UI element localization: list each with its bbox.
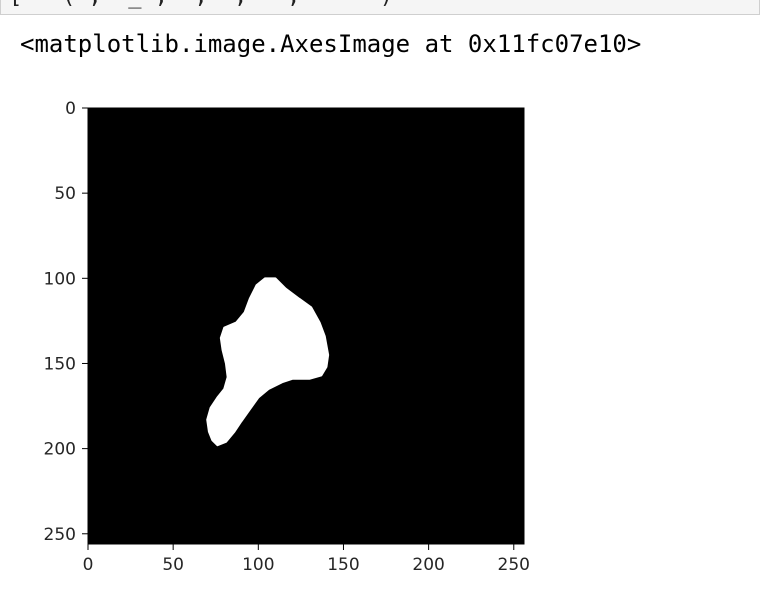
x-tick-label: 200 [412,555,444,575]
y-tick-label: 250 [44,525,76,545]
y-tick-label: 0 [65,99,76,119]
y-tick-label: 200 [44,440,76,460]
imshow-plot: 0 50 100 150 200 250 0 50 100 150 200 250 [44,99,530,575]
x-tick-label: 50 [162,555,184,575]
x-tick-label: 150 [327,555,359,575]
x-tick-label: 250 [498,555,530,575]
code-text-partial: [ ( , _ , , , , ' ') [9,0,393,9]
y-tick-label: 50 [54,184,76,204]
x-tick-label: 0 [83,555,94,575]
code-cell-partial[interactable]: [ ( , _ , , , , ' ') [0,0,760,15]
output-repr-text: <matplotlib.image.AxesImage at 0x11fc07e… [20,30,642,58]
y-tick-label: 100 [44,269,76,289]
mask-region [206,277,330,447]
y-tick-label: 150 [44,354,76,374]
axes-frame [87,107,525,545]
x-tick-label: 100 [242,555,274,575]
